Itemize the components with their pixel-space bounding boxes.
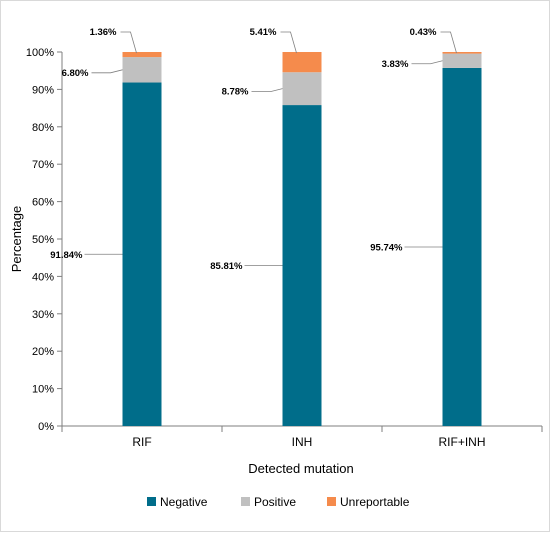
- leader-line: [120, 31, 137, 54]
- y-tick-label: 20%: [32, 346, 54, 358]
- bar-segment-negative: [442, 67, 482, 426]
- bar-segment-negative: [282, 105, 322, 426]
- y-tick-label: 90%: [32, 84, 54, 96]
- y-tick-label: 40%: [32, 271, 54, 283]
- legend-label-unreportable: Unreportable: [340, 495, 410, 509]
- y-axis-title: Percentage: [9, 206, 24, 273]
- x-axis-title: Detected mutation: [248, 461, 354, 476]
- bar-segment-positive: [442, 53, 482, 68]
- leader-line: [251, 88, 283, 93]
- bar-segment-unreportable: [282, 52, 322, 73]
- y-tick-label: 50%: [32, 234, 54, 246]
- legend-swatch-negative: [147, 497, 156, 506]
- leader-line: [91, 69, 123, 74]
- y-tick-label: 60%: [32, 197, 54, 209]
- data-label-unreportable: 5.41%: [250, 27, 277, 38]
- data-label-positive: 6.80%: [62, 68, 89, 79]
- bar-segment-unreportable: [442, 52, 482, 54]
- data-label-positive: 8.78%: [222, 87, 249, 98]
- data-label-negative: 85.81%: [210, 261, 243, 272]
- y-tick-label: 10%: [32, 384, 54, 396]
- bar-segment-positive: [122, 57, 162, 83]
- leader-line: [440, 31, 457, 54]
- leader-line: [411, 60, 443, 65]
- x-tick-label: INH: [292, 435, 313, 449]
- data-label-negative: 91.84%: [50, 250, 83, 261]
- data-label-unreportable: 0.43%: [410, 27, 437, 38]
- bars: [122, 52, 482, 426]
- axes: 0% 10% 20% 30% 40% 50% 60% 70% 80% 90% 100% RIF INH R…: [26, 47, 543, 449]
- bar-segment-positive: [282, 72, 322, 106]
- legend: Negative Positive Unreportable: [147, 495, 410, 509]
- y-tick-label: 30%: [32, 309, 54, 321]
- bar-segment-unreportable: [122, 52, 162, 58]
- legend-swatch-unreportable: [327, 497, 336, 506]
- legend-label-positive: Positive: [254, 495, 296, 509]
- y-tick-label: 80%: [32, 122, 54, 134]
- data-labels: 91.84% 6.80% 1.36% 85.81% 8.78% 5.41% 95.74% 3.…: [50, 27, 457, 272]
- data-label-unreportable: 1.36%: [90, 27, 117, 38]
- data-label-positive: 3.83%: [382, 59, 409, 70]
- y-tick-label: 0%: [38, 421, 54, 433]
- bar-segment-negative: [122, 82, 162, 426]
- y-tick-label: 70%: [32, 159, 54, 171]
- data-label-negative: 95.74%: [370, 242, 403, 253]
- x-tick-label: RIF: [132, 435, 151, 449]
- y-tick-label: 100%: [26, 47, 54, 59]
- leader-line: [280, 31, 297, 54]
- legend-label-negative: Negative: [160, 495, 208, 509]
- legend-swatch-positive: [241, 497, 250, 506]
- x-tick-label: RIF+INH: [438, 435, 485, 449]
